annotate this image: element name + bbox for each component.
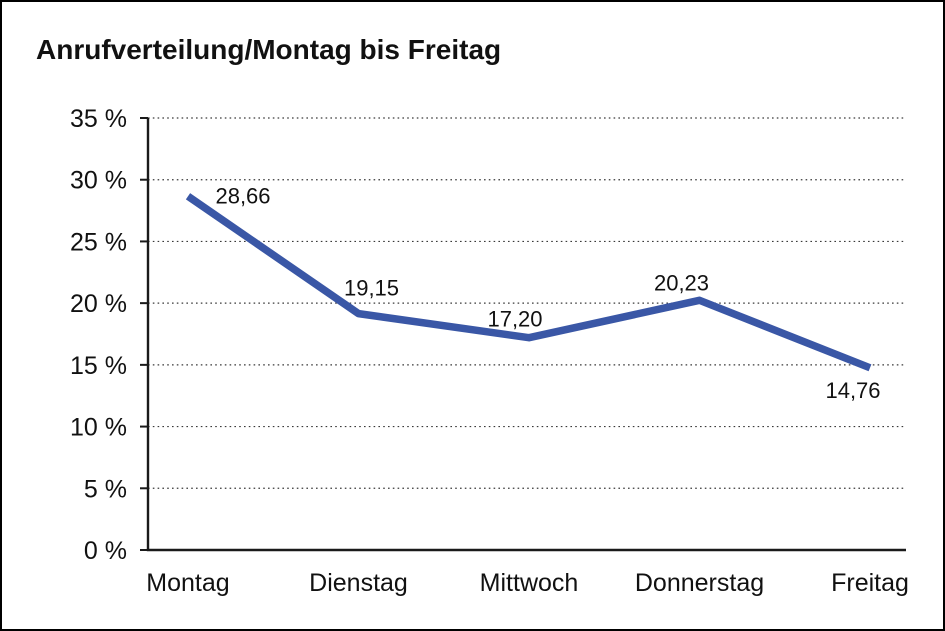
y-tick-label: 20 % [70, 290, 127, 318]
y-tick-label: 35 % [70, 105, 127, 133]
y-tick-label: 25 % [70, 228, 127, 256]
data-point-label: 17,20 [487, 307, 542, 332]
x-category-label: Donnerstag [635, 569, 764, 597]
chart-title: Anrufverteilung/Montag bis Freitag [36, 34, 502, 65]
data-point-label: 28,66 [215, 183, 270, 208]
data-point-label: 20,23 [654, 270, 709, 295]
y-tick-label: 10 % [70, 414, 127, 442]
y-tick-label: 15 % [70, 352, 127, 380]
x-category-label: Montag [146, 569, 229, 597]
x-category-label: Mittwoch [480, 569, 579, 597]
x-category-label: Dienstag [309, 569, 408, 597]
data-point-label: 14,76 [825, 378, 880, 403]
y-tick-label: 5 % [84, 475, 127, 503]
y-tick-label: 0 % [84, 537, 127, 565]
data-point-label: 19,15 [344, 276, 399, 301]
x-category-label: Freitag [831, 569, 909, 597]
y-tick-label: 30 % [70, 167, 127, 195]
data-line [185, 193, 872, 372]
